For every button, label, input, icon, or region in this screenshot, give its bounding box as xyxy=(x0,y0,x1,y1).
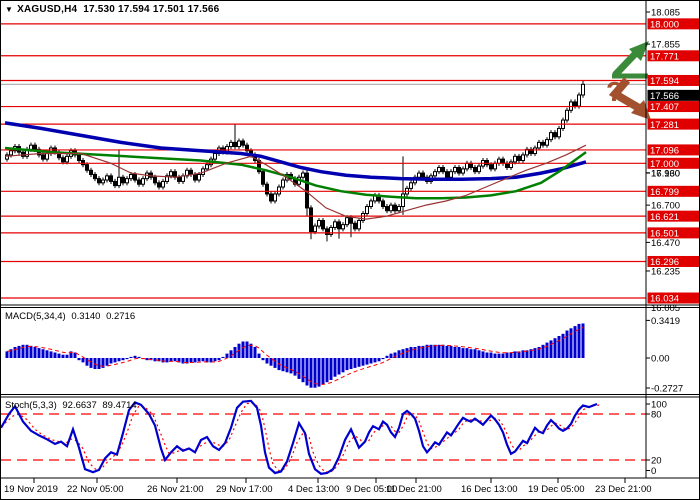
support-resistance-lines[interactable] xyxy=(1,23,646,299)
mid-ma-green xyxy=(4,146,587,200)
svg-text:?: ? xyxy=(606,76,623,107)
sr-price-label xyxy=(647,157,699,169)
sr-price-label xyxy=(647,118,699,130)
macd-tick-label: 0.3419 xyxy=(651,316,680,327)
svg-text:16.296: 16.296 xyxy=(650,257,679,268)
svg-text:17.566: 17.566 xyxy=(650,91,679,102)
sr-price-label xyxy=(647,144,699,156)
stoch-value-signal: 89.4714 xyxy=(102,400,137,411)
ohlc-low: 17.501 xyxy=(152,4,185,15)
ohlc-close: 17.566 xyxy=(187,4,220,15)
time-tick-label: 19 Nov 2019 xyxy=(4,484,58,495)
price-tick-label: 16.470 xyxy=(651,238,680,249)
sr-price-label xyxy=(647,227,699,239)
price-tick-label: 16.005 xyxy=(651,303,680,314)
stoch-main-line xyxy=(1,399,598,475)
price-tick-label: 17.855 xyxy=(651,40,680,51)
sr-price-label xyxy=(647,50,699,62)
stoch-tick-label: 20 xyxy=(651,456,662,467)
symbol-period-label: XAGUSD,H4 xyxy=(17,4,78,15)
svg-text:17.000: 17.000 xyxy=(650,159,679,170)
macd-value-signal: 0.2716 xyxy=(106,311,136,322)
macd-indicator-label: MACD(5,34,4) 0.3140 0.2716 xyxy=(5,311,138,322)
time-tick-label: 19 Dec 05:00 xyxy=(528,484,585,495)
macd-tick-label: -0.2727 xyxy=(651,383,683,394)
time-tick-label: 26 Nov 21:00 xyxy=(147,484,204,495)
stoch-indicator-label: Stoch(5,3,3) 92.6637 89.4714 xyxy=(5,400,140,411)
svg-text:17.096: 17.096 xyxy=(650,146,679,157)
stoch-tick-label: 0 xyxy=(651,466,656,477)
time-tick-label: 22 Nov 05:00 xyxy=(67,484,124,495)
ohlc-open: 17.530 xyxy=(83,4,116,15)
svg-text:17.281: 17.281 xyxy=(650,120,679,131)
svg-text:16.501: 16.501 xyxy=(650,229,679,240)
stoch-name: Stoch(5,3,3) xyxy=(5,400,57,411)
macd-name: MACD(5,34,4) xyxy=(5,311,66,322)
svg-text:17.771: 17.771 xyxy=(650,51,679,62)
sr-price-label xyxy=(647,74,699,86)
price-tick-label: 16.235 xyxy=(651,266,680,277)
chart-title: ▼ XAGUSD,H4 17.530 17.594 17.501 17.566 xyxy=(5,4,219,15)
time-tick-label: 29 Nov 17:00 xyxy=(216,484,273,495)
sr-price-label xyxy=(647,255,699,267)
time-tick-label: 4 Dec 13:00 xyxy=(288,484,339,495)
price-tick-label: 18.085 xyxy=(651,8,680,19)
stoch-tick-label: 100 xyxy=(651,400,667,411)
macd-tick-label: 0.00 xyxy=(651,354,670,365)
fast-ma-maroon xyxy=(4,144,587,220)
stoch-tick-label: 80 xyxy=(651,410,662,421)
svg-text:17.407: 17.407 xyxy=(650,102,679,113)
macd-signal-line xyxy=(6,327,584,385)
question-mark-annotation[interactable]: ? xyxy=(606,76,623,107)
svg-text:16.034: 16.034 xyxy=(650,294,679,305)
bid-price-label xyxy=(647,89,699,101)
sr-price-label xyxy=(647,210,699,222)
sr-price-label xyxy=(647,185,699,197)
sr-price-label xyxy=(647,292,699,304)
symbol-dropdown-icon[interactable]: ▼ xyxy=(5,5,14,14)
panel-borders xyxy=(1,1,699,479)
macd-panel[interactable]: 0.3419 0.00 -0.2727 xyxy=(5,316,684,395)
svg-text:16.621: 16.621 xyxy=(650,212,679,223)
macd-value-main: 0.3140 xyxy=(71,311,101,322)
stoch-value-main: 92.6637 xyxy=(62,400,97,411)
price-tick-label: 16.930 xyxy=(651,169,680,180)
sr-price-label xyxy=(647,18,699,30)
stoch-signal-line xyxy=(4,402,602,473)
time-tick-label: 11 Dec 21:00 xyxy=(386,484,442,495)
up-arrow-annotation[interactable] xyxy=(612,41,649,79)
candles-layer xyxy=(5,80,585,242)
price-tick-label: 16.700 xyxy=(651,201,680,212)
sr-price-label xyxy=(647,101,699,113)
time-tick-label: 16 Dec 13:00 xyxy=(461,484,518,495)
svg-text:16.799: 16.799 xyxy=(650,187,679,198)
svg-text:18.000: 18.000 xyxy=(650,20,679,31)
price-tick-label: 17.160 xyxy=(651,168,680,179)
time-axis[interactable]: 19 Nov 2019 22 Nov 05:00 26 Nov 21:00 29 No… xyxy=(4,478,652,495)
time-tick-label: 9 Dec 05:00 xyxy=(346,484,397,495)
svg-text:17.594: 17.594 xyxy=(650,76,679,87)
ohlc-high: 17.594 xyxy=(118,4,150,15)
time-tick-label: 23 Dec 21:00 xyxy=(595,484,652,495)
